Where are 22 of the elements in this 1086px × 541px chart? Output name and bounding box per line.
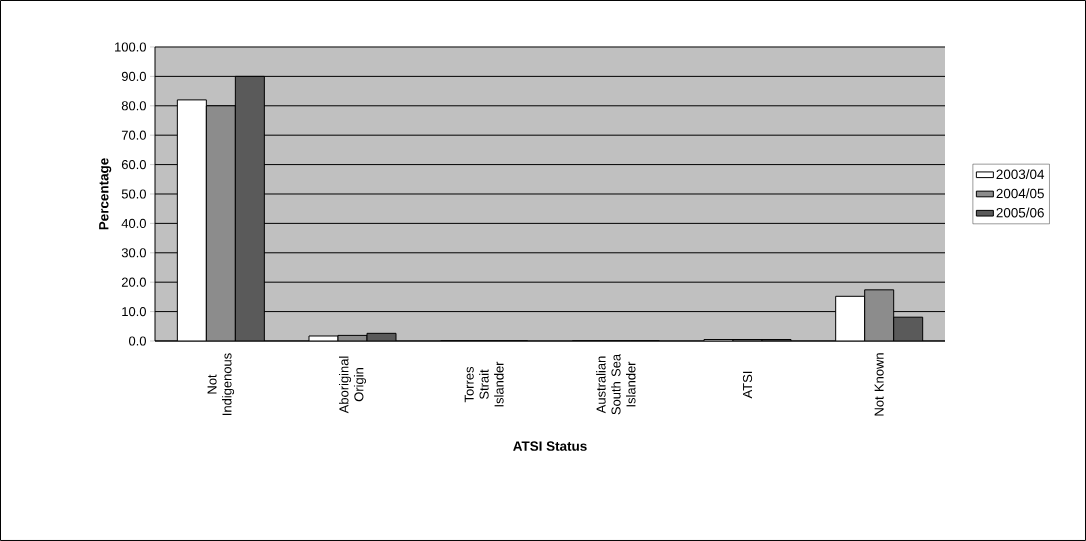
x-tick-label: Australian South Sea Islander [596,353,636,415]
y-tick-label: 60.0 [121,160,146,170]
x-tick-label: Torres Strait Islander [464,361,504,407]
legend-label: 2004/05 [996,188,1044,199]
y-tick-label: 80.0 [121,101,146,111]
x-tick-label: Not Indigenous [207,353,235,415]
legend-label: 2005/06 [996,207,1044,218]
x-tick-label: Not Known [874,353,884,416]
y-tick-label: 100.0 [115,42,146,52]
legend-label: 2003/04 [996,169,1045,180]
y-tick-label: 50.0 [121,189,146,199]
y-axis-title: Percentage [99,158,112,230]
y-tick-label: 20.0 [121,277,146,287]
x-axis-title: ATSI Status [513,441,587,451]
y-tick-label: 40.0 [121,218,146,228]
y-tick-label: 30.0 [121,248,146,258]
y-tick-label: 0.0 [128,336,146,346]
y-tick-label: 70.0 [121,130,146,140]
x-tick-label: ATSI [742,371,753,399]
y-tick-label: 10.0 [122,307,146,317]
y-tick-label: 90.0 [121,71,146,81]
x-tick-label: Aboriginal Origin [339,356,367,414]
